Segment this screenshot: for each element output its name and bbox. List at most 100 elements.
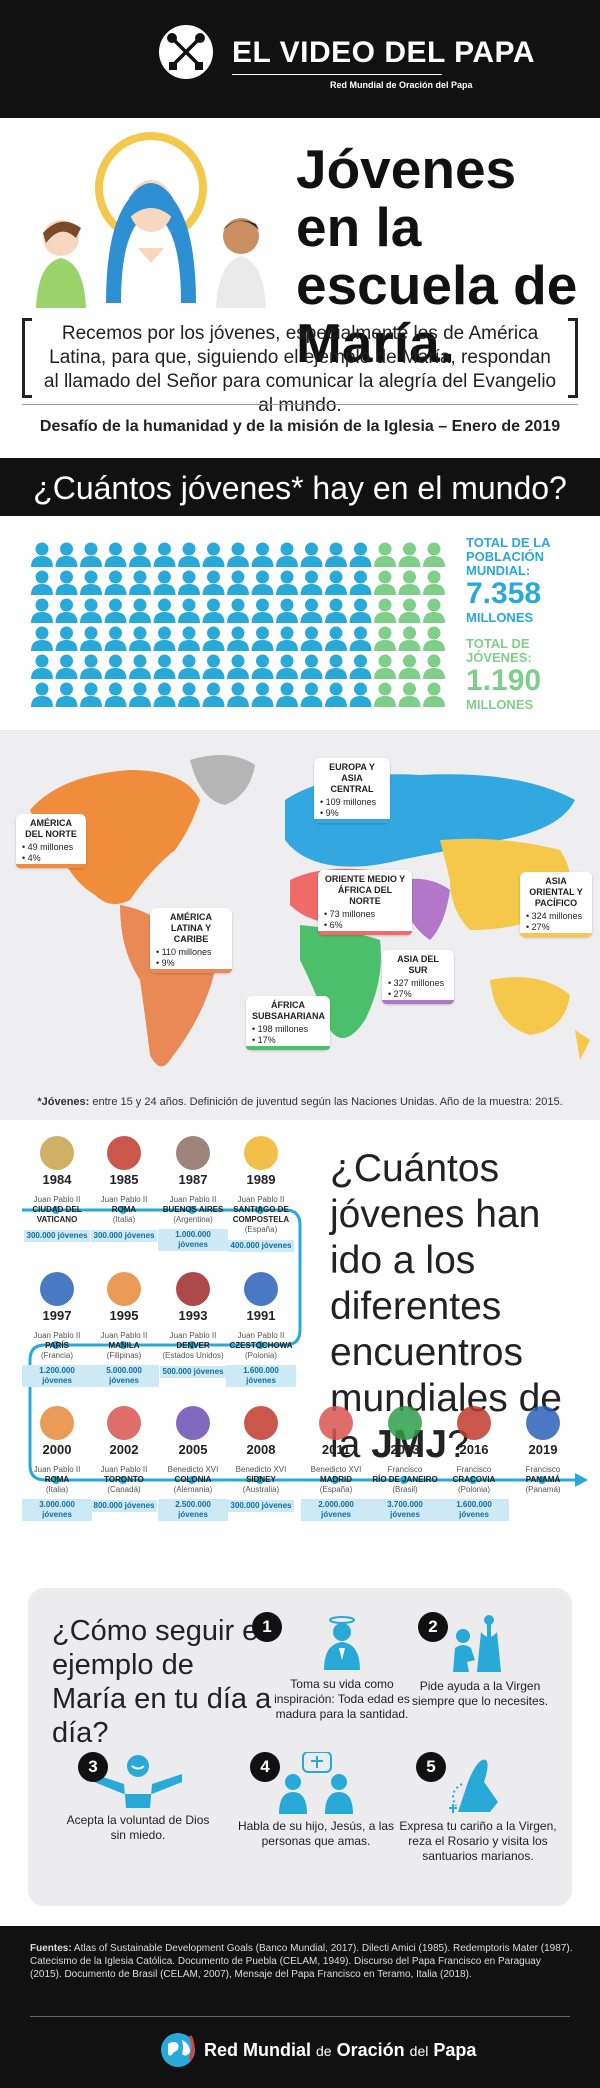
region-percent: • 9% [320,808,339,818]
region-europe-central-asia: EUROPA Y ASIA CENTRAL • 109 millones • 9… [314,758,390,823]
event-year: 2008 [246,1442,276,1457]
event-country: (Brasil) [392,1485,418,1494]
person-icon [300,542,323,567]
region-stripe [246,1046,330,1050]
jmj-logo-icon [176,1406,210,1440]
jmj-logo-icon [176,1272,210,1306]
region-percent: • 6% [324,920,343,930]
youth-person-icon [374,598,396,623]
event-pope: Francisco [456,1465,492,1474]
region-east-asia: ASIA ORIENTAL Y PACÍFICO • 324 millones … [520,872,592,937]
jmj-event: 2016 Francisco CRACOVIA (Polonia) 1.600.000 … [439,1406,509,1522]
person-icon [276,542,298,567]
person-icon [227,654,249,679]
rosary-hands-icon [449,1759,498,1813]
event-year: 2013 [390,1442,420,1457]
jmj-logo-icon [244,1136,278,1170]
person-icon [202,654,225,679]
talking-people-icon [279,1751,353,1814]
event-pope: Juan Pablo II [33,1465,81,1474]
event-attendance: 1.000.000 jóvenes [158,1229,228,1251]
person-icon [202,542,225,567]
region-name: ORIENTE MEDIO Y ÁFRICA DEL NORTE [324,874,406,906]
region-middle-east: ORIENTE MEDIO Y ÁFRICA DEL NORTE • 73 mi… [318,870,412,935]
region-people: • 49 millones [22,842,74,852]
event-year: 1984 [42,1172,72,1187]
person-icon [31,654,53,679]
event-attendance: 1.600.000 jóvenes [439,1499,509,1521]
bracket-left [22,318,32,398]
person-icon [227,542,249,567]
footer-divider [30,2016,570,2017]
event-pope: Francisco [387,1465,423,1474]
footnote-label: *Jóvenes: [37,1096,90,1108]
jmj-event: 1989 Juan Pablo II SANTIAGO DE COMPOSTELA(… [226,1136,296,1253]
person-icon [80,654,102,679]
jmj-event: 2005 Benedicto XVI COLONIA (Alemania) 2.500.… [158,1406,228,1522]
person-icon [202,570,225,595]
person-icon [31,598,53,623]
youth-person-icon [374,570,396,595]
person-icon [349,682,372,707]
person-icon [349,542,372,567]
event-pope: Benedicto XVI [167,1465,219,1474]
event-city: RÍO DE JANEIRO [372,1475,438,1484]
event-country: (Argentina) [173,1215,213,1224]
event-year: 2011 [321,1442,351,1457]
sources-text: Fuentes: Atlas of Sustainable Developmen… [30,1942,575,1981]
sources-list: Atlas of Sustainable Development Goals (… [30,1943,573,1980]
youth-person-icon [423,626,445,651]
person-icon [80,682,102,707]
person-icon [251,654,274,679]
person-icon [153,682,176,707]
total-population-unit: MILLONES [466,610,534,625]
person-icon [325,598,347,623]
event-pope: Francisco [525,1465,561,1474]
person-icon [325,682,347,707]
person-icon [31,542,53,567]
person-icon [129,598,151,623]
jmj-logo-icon [457,1406,491,1440]
person-icon [251,626,274,651]
event-country: (Polonia) [457,1485,490,1494]
event-city: DENVER [176,1341,210,1350]
challenge-subtitle: Desafío de la humanidad y de la misión d… [39,418,561,435]
youth-person-icon [423,570,445,595]
person-icon [129,626,151,651]
person-icon [178,626,200,651]
jmj-logo-icon [40,1406,74,1440]
person-icon [178,598,200,623]
event-city: ROMA [111,1205,137,1214]
step-4: 4 Habla de su hijo, Jesús, a las persona… [236,1751,396,1849]
person-icon [202,598,225,623]
youth-total-unit: MILLONES [466,697,534,712]
person-icon [227,682,249,707]
event-city: SANTIAGO DE COMPOSTELA [232,1205,290,1224]
person-icon [300,570,323,595]
person-icon [251,570,274,595]
person-icon [300,598,323,623]
jmj-logo-icon [107,1272,141,1306]
crossed-keys-icon [158,24,214,80]
jmj-logo-icon [176,1136,210,1170]
youth-person-icon [423,542,445,567]
event-year: 2002 [109,1442,139,1457]
youth-person-icon [374,626,396,651]
region-percent: • 9% [156,958,175,968]
person-icon [104,542,127,567]
event-attendance: 300.000 jóvenes [90,1230,158,1242]
person-icon [178,542,200,567]
person-icon [80,598,102,623]
event-city: COLONIA [174,1475,212,1484]
jmj-event: 2000 Juan Pablo II ROMA (Italia) 3.000.000 j… [22,1406,92,1522]
person-icon [31,626,53,651]
region-percent: • 17% [252,1035,276,1045]
step-2: 2 Pide ayuda a la Virgen siempre que lo … [400,1612,560,1709]
youth-definition-footnote: *Jóvenes: entre 15 y 24 años. Definición… [0,1096,600,1108]
open-arms-person-icon [94,1755,182,1808]
event-year: 2016 [459,1442,489,1457]
event-attendance: 2.500.000 jóvenes [158,1499,228,1521]
total-population-label: TOTAL DE LA POBLACIÓN MUNDIAL: [466,535,551,578]
event-country: (Francia) [40,1351,73,1360]
event-country: (Polonia) [244,1351,277,1360]
